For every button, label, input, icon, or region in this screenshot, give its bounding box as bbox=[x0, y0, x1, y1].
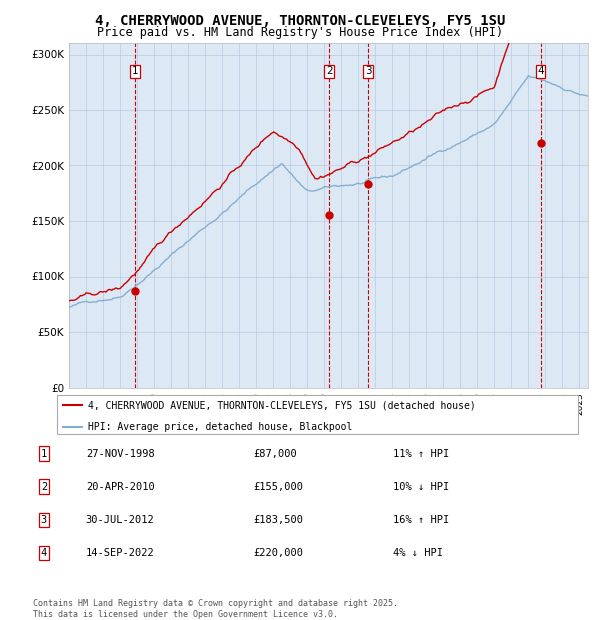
Text: HPI: Average price, detached house, Blackpool: HPI: Average price, detached house, Blac… bbox=[88, 422, 353, 432]
Text: 30-JUL-2012: 30-JUL-2012 bbox=[86, 515, 155, 525]
Text: £220,000: £220,000 bbox=[253, 548, 303, 558]
Text: 4, CHERRYWOOD AVENUE, THORNTON-CLEVELEYS, FY5 1SU (detached house): 4, CHERRYWOOD AVENUE, THORNTON-CLEVELEYS… bbox=[88, 400, 476, 410]
Text: 2: 2 bbox=[326, 66, 332, 76]
Text: 16% ↑ HPI: 16% ↑ HPI bbox=[392, 515, 449, 525]
Text: 4% ↓ HPI: 4% ↓ HPI bbox=[392, 548, 443, 558]
Text: Contains HM Land Registry data © Crown copyright and database right 2025.
This d: Contains HM Land Registry data © Crown c… bbox=[33, 600, 398, 619]
FancyBboxPatch shape bbox=[56, 396, 578, 434]
Text: 27-NOV-1998: 27-NOV-1998 bbox=[86, 449, 155, 459]
Text: 14-SEP-2022: 14-SEP-2022 bbox=[86, 548, 155, 558]
Text: £183,500: £183,500 bbox=[253, 515, 303, 525]
Text: 3: 3 bbox=[41, 515, 47, 525]
Text: £155,000: £155,000 bbox=[253, 482, 303, 492]
Text: 1: 1 bbox=[41, 449, 47, 459]
Text: 10% ↓ HPI: 10% ↓ HPI bbox=[392, 482, 449, 492]
Text: Price paid vs. HM Land Registry's House Price Index (HPI): Price paid vs. HM Land Registry's House … bbox=[97, 26, 503, 39]
Text: 20-APR-2010: 20-APR-2010 bbox=[86, 482, 155, 492]
Text: 4: 4 bbox=[41, 548, 47, 558]
Text: £87,000: £87,000 bbox=[253, 449, 297, 459]
Text: 11% ↑ HPI: 11% ↑ HPI bbox=[392, 449, 449, 459]
Text: 4: 4 bbox=[537, 66, 544, 76]
Text: 3: 3 bbox=[365, 66, 371, 76]
Text: 2: 2 bbox=[41, 482, 47, 492]
Text: 1: 1 bbox=[132, 66, 139, 76]
Text: 4, CHERRYWOOD AVENUE, THORNTON-CLEVELEYS, FY5 1SU: 4, CHERRYWOOD AVENUE, THORNTON-CLEVELEYS… bbox=[95, 14, 505, 28]
